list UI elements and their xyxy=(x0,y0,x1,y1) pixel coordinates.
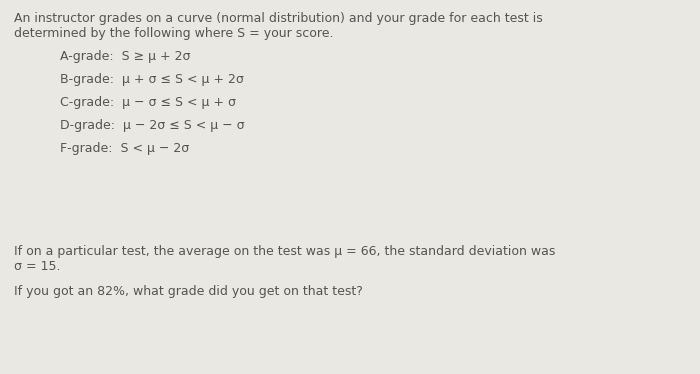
Text: A-grade:  S ≥ μ + 2σ: A-grade: S ≥ μ + 2σ xyxy=(60,50,190,63)
Text: C-grade:  μ − σ ≤ S < μ + σ: C-grade: μ − σ ≤ S < μ + σ xyxy=(60,96,236,109)
Text: F-grade:  S < μ − 2σ: F-grade: S < μ − 2σ xyxy=(60,142,189,155)
Text: determined by the following where S = your score.: determined by the following where S = yo… xyxy=(14,27,333,40)
Text: σ = 15.: σ = 15. xyxy=(14,260,60,273)
Text: An instructor grades on a curve (normal distribution) and your grade for each te: An instructor grades on a curve (normal … xyxy=(14,12,542,25)
Text: If you got an 82%, what grade did you get on that test?: If you got an 82%, what grade did you ge… xyxy=(14,285,363,298)
Text: D-grade:  μ − 2σ ≤ S < μ − σ: D-grade: μ − 2σ ≤ S < μ − σ xyxy=(60,119,244,132)
Text: If on a particular test, the average on the test was μ = 66, the standard deviat: If on a particular test, the average on … xyxy=(14,245,555,258)
Text: B-grade:  μ + σ ≤ S < μ + 2σ: B-grade: μ + σ ≤ S < μ + 2σ xyxy=(60,73,244,86)
